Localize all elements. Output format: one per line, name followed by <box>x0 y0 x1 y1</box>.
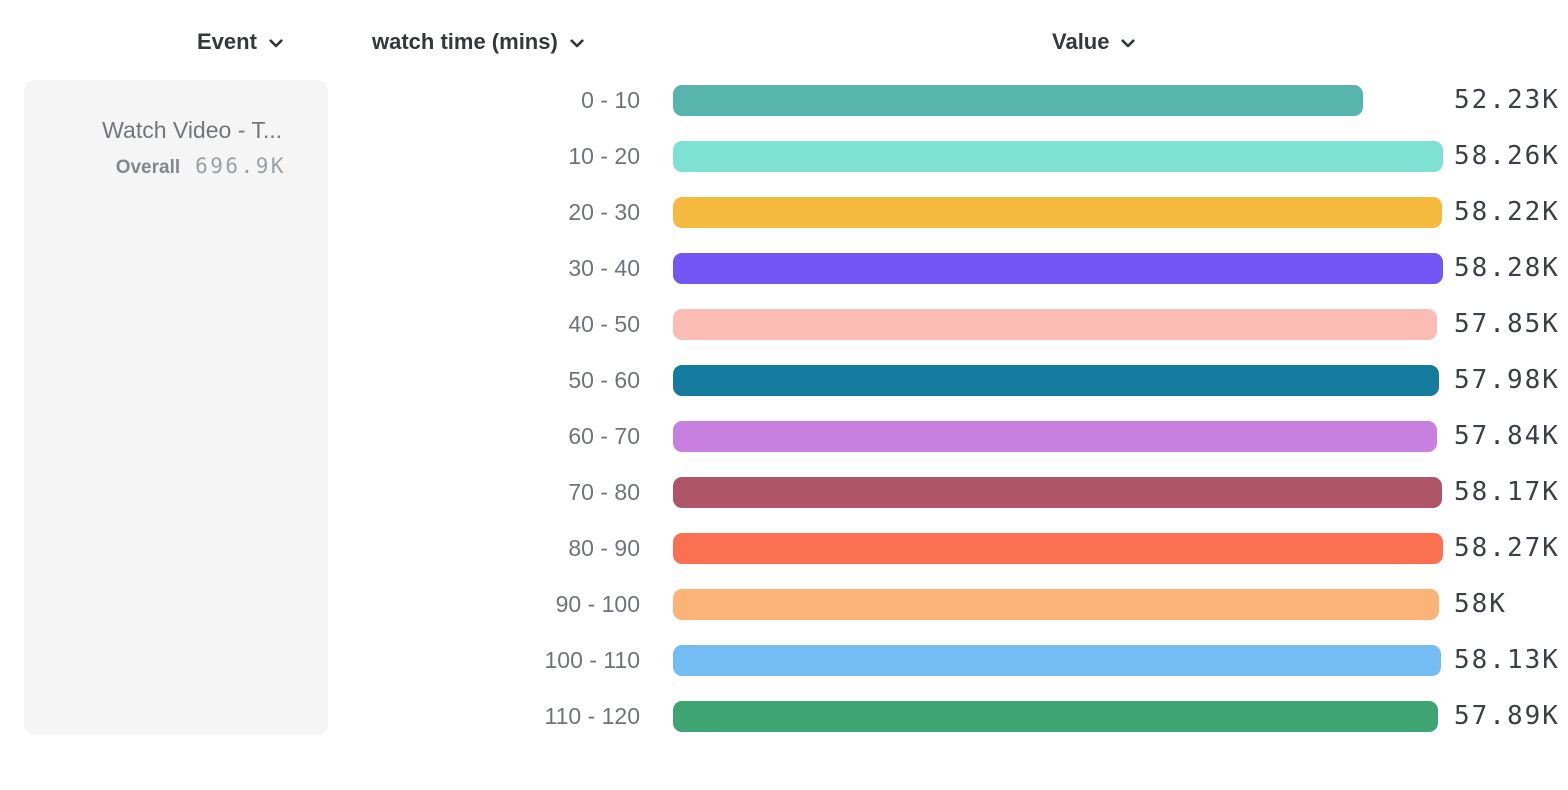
event-title: Watch Video - T... <box>102 117 282 143</box>
bar[interactable] <box>673 644 1441 676</box>
overall-label: Overall <box>115 157 181 178</box>
bar-category-label: 100 - 110 <box>544 646 640 673</box>
value-column-header-label: Value <box>1052 29 1110 54</box>
bar[interactable] <box>673 196 1442 228</box>
bar-category-label: 80 - 90 <box>568 534 640 561</box>
bar-row: 110 - 120 57.89K <box>0 688 1568 744</box>
bar-row: 90 - 100 58K <box>0 576 1568 632</box>
bar-value-label: 58.22K <box>1454 197 1560 227</box>
bar-track <box>673 140 1443 172</box>
bar-value-label: 57.98K <box>1454 365 1560 395</box>
bar-track <box>673 196 1443 228</box>
bar-value-label: 58.28K <box>1454 253 1560 283</box>
bar-track <box>673 588 1443 620</box>
bar-category-label: 40 - 50 <box>568 310 640 337</box>
event-card: Watch Video - T... Overall 696.9K <box>24 80 328 735</box>
bar-track <box>673 252 1443 284</box>
bar-category-label: 90 - 100 <box>555 590 640 617</box>
bar-value-label: 58.27K <box>1454 533 1560 563</box>
bar-category-label: 10 - 20 <box>568 142 640 169</box>
bar-track <box>673 420 1443 452</box>
bar-value-label: 58K <box>1454 589 1507 619</box>
bar-row: 0 - 10 52.23K <box>0 72 1568 128</box>
bar-row: 40 - 50 57.85K <box>0 296 1568 352</box>
bar-value-label: 58.26K <box>1454 141 1560 171</box>
bar-category-label: 20 - 30 <box>568 198 640 225</box>
bar-value-label: 57.85K <box>1454 309 1560 339</box>
bar-track <box>673 532 1443 564</box>
bar-category-label: 70 - 80 <box>568 478 640 505</box>
bar-row: 60 - 70 57.84K <box>0 408 1568 464</box>
bar-category-label: 60 - 70 <box>568 422 640 449</box>
chevron-down-icon[interactable] <box>570 39 584 48</box>
bar-value-label: 57.89K <box>1454 701 1560 731</box>
bar[interactable] <box>673 252 1443 284</box>
bar[interactable] <box>673 476 1442 508</box>
bar[interactable] <box>673 588 1439 620</box>
chevron-down-icon[interactable] <box>1121 39 1136 48</box>
bar[interactable] <box>673 140 1443 172</box>
event-column-header-label: Event <box>197 29 257 54</box>
bar-row: 20 - 30 58.22K <box>0 184 1568 240</box>
bar-row: 10 - 20 58.26K <box>0 128 1568 184</box>
bar-row: 50 - 60 57.98K <box>0 352 1568 408</box>
bar-track <box>673 308 1443 340</box>
bar-track <box>673 476 1443 508</box>
bar-category-label: 30 - 40 <box>568 254 640 281</box>
bar-category-label: 50 - 60 <box>568 366 640 393</box>
value-column-header[interactable]: Value <box>1052 27 1136 57</box>
bar[interactable] <box>673 308 1437 340</box>
bar-row: 30 - 40 58.28K <box>0 240 1568 296</box>
event-column-header[interactable]: Event <box>197 27 283 57</box>
chevron-down-icon[interactable] <box>269 39 283 48</box>
bar-row: 100 - 110 58.13K <box>0 632 1568 688</box>
bar-value-label: 52.23K <box>1454 85 1560 115</box>
event-overall-row: Overall 696.9K <box>116 154 286 179</box>
bar[interactable] <box>673 84 1363 116</box>
bar-rows: 0 - 10 52.23K 10 - 20 58.26K 20 - 30 58.… <box>0 72 1568 744</box>
bar-value-label: 57.84K <box>1454 421 1560 451</box>
bar-track <box>673 84 1443 116</box>
bar[interactable] <box>673 700 1438 732</box>
bar-row: 80 - 90 58.27K <box>0 520 1568 576</box>
bar-value-label: 58.13K <box>1454 645 1560 675</box>
bar[interactable] <box>673 420 1437 452</box>
bar-category-label: 0 - 10 <box>581 86 640 113</box>
bar-track <box>673 644 1443 676</box>
bar-category-label: 110 - 120 <box>544 702 640 729</box>
overall-value: 696.9K <box>195 154 286 178</box>
breakdown-column-header-label: watch time (mins) <box>372 29 558 54</box>
bar[interactable] <box>673 532 1443 564</box>
breakdown-column-header[interactable]: watch time (mins) <box>372 27 584 57</box>
bar-track <box>673 700 1443 732</box>
bar-track <box>673 364 1443 396</box>
bar[interactable] <box>673 364 1439 396</box>
bar-value-label: 58.17K <box>1454 477 1560 507</box>
bar-row: 70 - 80 58.17K <box>0 464 1568 520</box>
